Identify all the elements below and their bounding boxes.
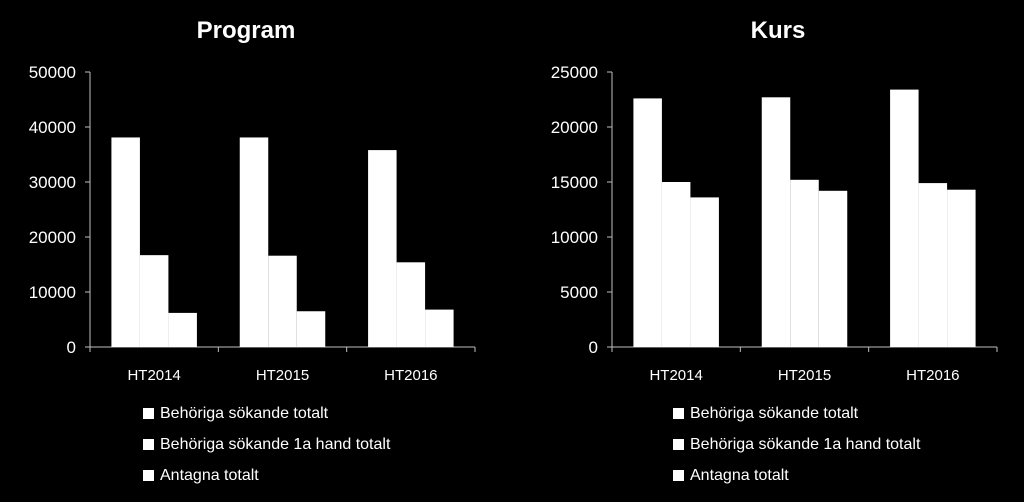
bar — [690, 197, 719, 347]
y-tick-label: 50000 — [29, 63, 76, 82]
legend-item: Behöriga sökande totalt — [143, 398, 390, 429]
legend-swatch — [673, 470, 684, 481]
bar — [268, 255, 297, 347]
bar — [661, 182, 691, 347]
bar — [761, 97, 791, 347]
legend-label: Behöriga sökande totalt — [160, 404, 329, 422]
chart-kurs: Kurs 0 5000 10000 15000 20000 25000 HT2014 HT20… — [551, 17, 998, 384]
legend-swatch — [143, 408, 154, 419]
x-tick-label: HT2016 — [384, 367, 437, 384]
y-tick-label: 10000 — [29, 283, 76, 302]
bar — [239, 137, 269, 347]
legend-label: Antagna totalt — [690, 466, 789, 484]
legend-item: Behöriga sökande 1a hand totalt — [143, 429, 390, 460]
bar — [139, 255, 169, 347]
bar — [111, 137, 140, 347]
chart-title: Kurs — [751, 17, 806, 44]
legend-label: Behöriga sökande totalt — [690, 404, 859, 422]
bar — [633, 98, 662, 348]
y-tick-label: 0 — [589, 338, 598, 357]
bar — [396, 262, 426, 347]
chart-program: Program 0 10000 20000 30000 40000 50000 HT2014… — [29, 17, 476, 384]
legend-swatch — [673, 408, 684, 419]
y-tick-label: 25000 — [551, 63, 598, 82]
legend: Behöriga sökande totalt Behöriga sökande… — [143, 398, 390, 491]
legend-label: Antagna totalt — [160, 466, 259, 484]
bar — [947, 189, 976, 347]
legend-swatch — [143, 439, 154, 450]
x-tick-label: HT2016 — [906, 367, 959, 384]
chart-title: Program — [197, 17, 296, 44]
bar — [790, 179, 819, 347]
bar — [425, 309, 454, 347]
chart-panel-program: Program 0 10000 20000 30000 40000 50000 HT2014… — [29, 17, 476, 491]
y-tick-label: 0 — [67, 338, 76, 357]
legend-swatch — [673, 439, 684, 450]
legend-item: Antagna totalt — [143, 460, 390, 491]
y-tick-label: 5000 — [560, 283, 598, 302]
legend-item: Behöriga sökande totalt — [673, 398, 920, 429]
legend-label: Behöriga sökande 1a hand totalt — [690, 435, 921, 453]
y-tick-label: 20000 — [29, 228, 76, 247]
y-tick-label: 10000 — [551, 228, 598, 247]
bar — [296, 311, 326, 347]
x-tick-label: HT2014 — [127, 367, 180, 384]
y-tick-label: 15000 — [551, 173, 598, 192]
y-tick-label: 40000 — [29, 118, 76, 137]
chart-panel-kurs: Kurs 0 5000 10000 15000 20000 25000 HT2014 HT20… — [512, 0, 1024, 502]
x-tick-label: HT2015 — [778, 367, 831, 384]
bar — [368, 150, 397, 347]
bar — [890, 89, 919, 347]
bar — [168, 312, 197, 347]
legend-swatch — [143, 470, 154, 481]
bar — [918, 183, 948, 347]
y-tick-label: 20000 — [551, 118, 598, 137]
legend-item: Behöriga sökande 1a hand totalt — [673, 429, 920, 460]
y-tick-label: 30000 — [29, 173, 76, 192]
x-tick-label: HT2015 — [256, 367, 309, 384]
legend-label: Behöriga sökande 1a hand totalt — [160, 435, 391, 453]
legend-item: Antagna totalt — [673, 460, 920, 491]
x-tick-label: HT2014 — [649, 367, 702, 384]
bar — [818, 190, 848, 347]
legend: Behöriga sökande totalt Behöriga sökande… — [673, 398, 920, 491]
